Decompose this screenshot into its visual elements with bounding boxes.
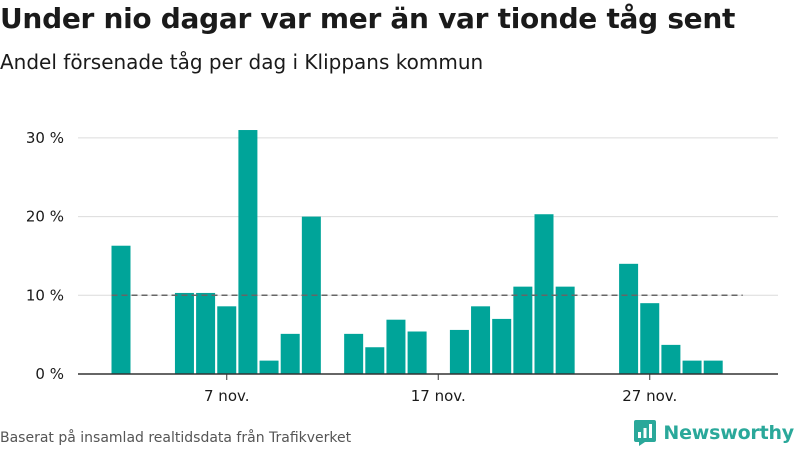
bar xyxy=(661,344,681,374)
x-tick-label: 17 nov. xyxy=(411,387,466,405)
bar xyxy=(492,318,512,374)
bar xyxy=(619,263,639,374)
bar xyxy=(640,303,660,374)
bar xyxy=(280,333,300,374)
bar xyxy=(534,214,554,374)
gridlines xyxy=(78,137,778,296)
bar xyxy=(386,319,406,374)
bar xyxy=(111,245,131,374)
axes xyxy=(78,373,778,380)
y-tick-label: 20 % xyxy=(26,208,64,226)
chart-title: Under nio dagar var mer än var tionde tå… xyxy=(0,2,736,35)
chart-subtitle: Andel försenade tåg per dag i Klippans k… xyxy=(0,50,484,74)
bar xyxy=(407,331,427,374)
bars xyxy=(111,130,723,374)
brand-logo[interactable]: Newsworthy xyxy=(633,419,794,447)
bar xyxy=(513,286,533,374)
brand-name: Newsworthy xyxy=(663,422,794,444)
bar xyxy=(703,360,723,374)
bar-chart: 0 % 10 % 20 % 30 % 7 nov. 17 nov. 27 nov. xyxy=(26,129,778,405)
bar xyxy=(217,306,237,374)
bar xyxy=(471,306,491,374)
y-tick-label: 0 % xyxy=(35,365,64,383)
bar xyxy=(196,292,216,374)
bar-chart-logo-icon xyxy=(634,420,657,446)
bar xyxy=(259,360,279,374)
bar xyxy=(174,292,194,374)
tick-labels: 0 % 10 % 20 % 30 % 7 nov. 17 nov. 27 nov. xyxy=(26,129,677,405)
bar xyxy=(449,329,469,374)
bar xyxy=(238,130,258,374)
bar xyxy=(344,333,364,374)
bar xyxy=(301,216,321,374)
source-note: Baserat på insamlad realtidsdata från Tr… xyxy=(0,430,352,446)
y-tick-label: 30 % xyxy=(26,129,64,147)
x-tick-label: 27 nov. xyxy=(622,387,677,405)
bar xyxy=(365,347,385,374)
bar xyxy=(555,286,575,374)
y-tick-label: 10 % xyxy=(26,286,64,304)
x-tick-label: 7 nov. xyxy=(204,387,249,405)
bar xyxy=(682,360,702,374)
